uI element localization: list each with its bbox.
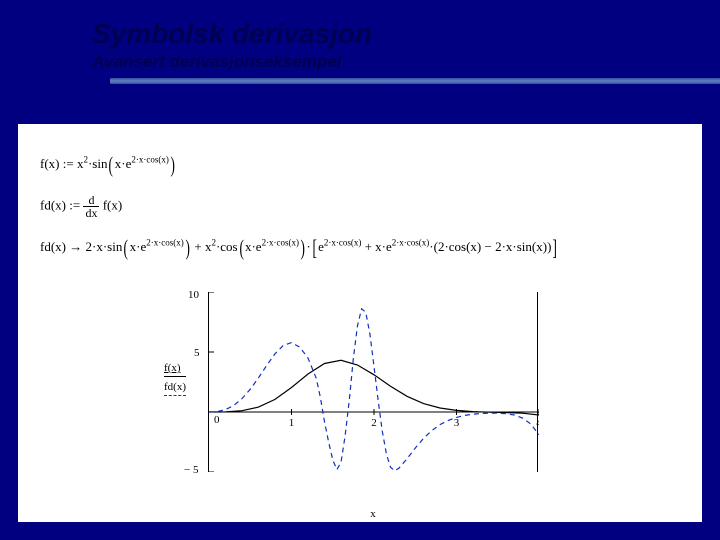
fdr-h: + x·e <box>365 239 392 254</box>
chart-container: f(x) fd(x) 1234 10 5 0 − 5 x <box>208 292 538 492</box>
fraction-ddx: d dx <box>83 194 99 219</box>
lparen3-icon: ( <box>239 237 243 259</box>
content-panel: f(x) := x2·sin(x·e2·x·cos(x)) fd(x) := d… <box>18 124 702 522</box>
plot-svg: 1 2 3 4 <box>209 292 539 472</box>
lparen-icon: ( <box>109 154 113 176</box>
formula-block: f(x) := x2·sin(x·e2·x·cos(x)) fd(x) := d… <box>40 154 559 277</box>
fdr-e: x·e <box>245 239 262 254</box>
legend-f: f(x) <box>164 362 186 377</box>
legend-fd: fd(x) <box>164 381 186 396</box>
slide-header: Symbolsk derivasjon Avansert derivasjons… <box>0 0 720 88</box>
svg-text:1: 1 <box>289 417 295 429</box>
fdr-b: x·e <box>130 239 147 254</box>
ytick-10: 10 <box>188 289 199 301</box>
rparen2-icon: ) <box>185 237 189 259</box>
f-sin: ·sin <box>88 156 108 171</box>
fdr-e1: 2·x·cos(x) <box>146 238 184 248</box>
fd-lhs: fd(x) := <box>40 197 80 212</box>
f-lhs: f(x) := <box>40 156 74 171</box>
svg-text:4: 4 <box>536 417 539 429</box>
f-xe: x·e <box>115 156 132 171</box>
formula-f-definition: f(x) := x2·sin(x·e2·x·cos(x)) <box>40 154 559 176</box>
slide-subtitle: Avansert derivasjonseksempel <box>92 52 720 72</box>
fd-rhs: f(x) <box>103 197 123 212</box>
legend-fd-label: fd(x) <box>164 381 186 393</box>
rbrack-icon: ] <box>553 237 557 259</box>
formula-fd-result: fd(x) → 2·x·sin(x·e2·x·cos(x)) + x2·cos(… <box>40 237 559 259</box>
fdr-e4: 2·x·cos(x) <box>324 238 362 248</box>
plot-area: 1 2 3 4 <box>208 292 538 472</box>
y-legend: f(x) fd(x) <box>164 362 186 396</box>
ytick-neg5: − 5 <box>184 464 198 476</box>
frac-den: dx <box>83 207 99 219</box>
slide-title: Symbolsk derivasjon <box>92 18 720 50</box>
fdr-a: 2·x·sin <box>86 239 123 254</box>
lparen2-icon: ( <box>124 237 128 259</box>
star-burst-icon <box>10 2 98 90</box>
fdr-d: ·cos <box>216 239 238 254</box>
svg-text:3: 3 <box>454 417 460 429</box>
formula-fd-definition: fd(x) := d dx f(x) <box>40 194 559 219</box>
fdr-e3: 2·x·cos(x) <box>262 238 300 248</box>
fdr-c: + x <box>194 239 211 254</box>
x-axis-label: x <box>370 508 376 520</box>
ytick-5: 5 <box>194 347 200 359</box>
fdr-i: ·(2·cos(x) − 2·x·sin(x)) <box>429 239 551 254</box>
svg-text:2: 2 <box>371 417 377 429</box>
fdr-f: · <box>306 239 310 254</box>
rparen-icon: ) <box>170 154 174 176</box>
lbrack-icon: [ <box>312 237 316 259</box>
fdr-lhs: fd(x) → <box>40 239 82 254</box>
header-divider <box>110 78 720 84</box>
fdr-e5: 2·x·cos(x) <box>392 238 430 248</box>
rparen3-icon: ) <box>301 237 305 259</box>
f-exp2: 2·x·cos(x) <box>131 155 169 165</box>
ytick-0: 0 <box>214 414 220 426</box>
legend-f-label: f(x) <box>164 362 181 374</box>
